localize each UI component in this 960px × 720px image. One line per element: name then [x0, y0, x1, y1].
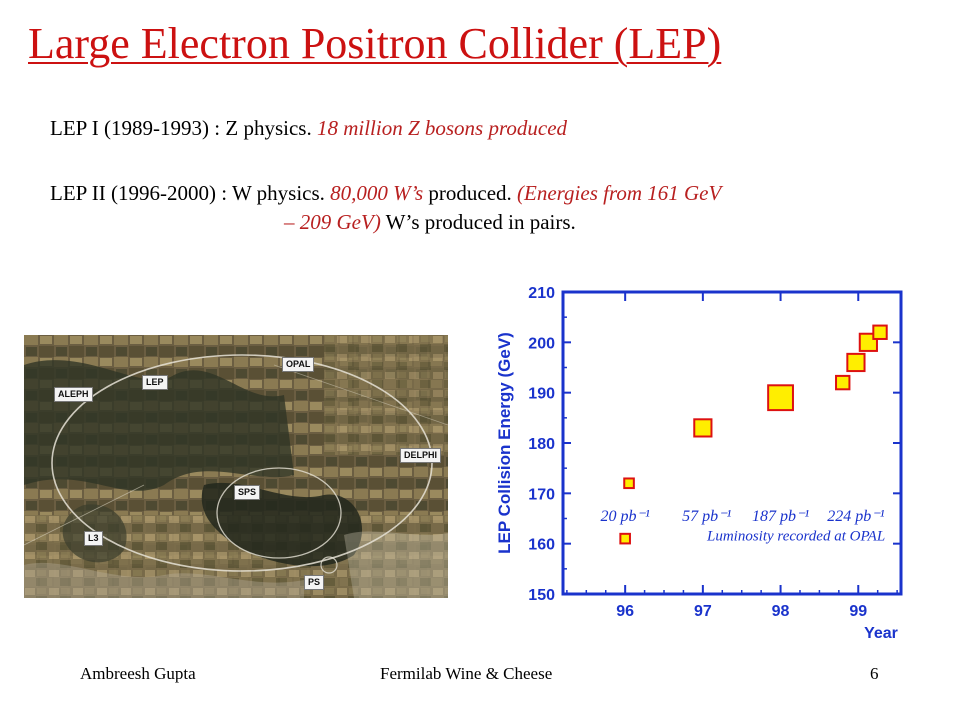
- data-point: [623, 477, 635, 490]
- data-point: [835, 374, 851, 391]
- label-opal: OPAL: [282, 357, 315, 372]
- chart-annotation: Luminosity recorded at OPAL: [706, 529, 885, 545]
- data-point: [619, 532, 631, 545]
- data-point: [846, 352, 866, 373]
- label-ps: PS: [304, 575, 325, 590]
- lep2-text-end: W’s produced in pairs.: [380, 210, 576, 234]
- data-point: [693, 418, 713, 438]
- x-axis-label: Year: [864, 625, 898, 642]
- x-tick-label: 98: [772, 603, 790, 620]
- lep2-highlight-energy-end: – 209 GeV): [284, 210, 381, 234]
- luminosity-label: 20 pb⁻¹: [601, 508, 650, 525]
- y-axis-label: LEP Collision Energy (GeV): [495, 332, 514, 554]
- luminosity-label: 57 pb⁻¹: [682, 508, 731, 525]
- lep2-highlight-count: 80,000 W’s: [330, 181, 424, 205]
- lep2-highlight-energies: (Energies from 161 GeV: [517, 181, 722, 205]
- y-tick-label: 150: [528, 587, 555, 604]
- footer-event: Fermilab Wine & Cheese: [380, 664, 553, 683]
- y-tick-label: 160: [528, 537, 555, 554]
- y-tick-label: 200: [528, 335, 555, 352]
- label-l3: L3: [84, 531, 103, 546]
- energy-chart-plot: 150 160 170 180 190 200 210 96 97 98 99 LEP Collisi…: [495, 285, 903, 642]
- slide-title: Large Electron Positron Collider (LEP): [28, 19, 722, 68]
- footer-author: Ambreesh Gupta: [80, 664, 196, 683]
- y-tick-label: 210: [528, 285, 555, 302]
- y-tick-label: 190: [528, 386, 555, 403]
- luminosity-label: 187 pb⁻¹: [752, 508, 809, 525]
- aerial-photo-drawing: [24, 335, 448, 598]
- lep2-continuation: – 209 GeV) W’s produced in pairs.: [284, 210, 576, 235]
- lep1-line: LEP I (1989-1993) : Z physics. 18 millio…: [50, 116, 567, 141]
- label-delphi: DELPHI: [400, 448, 442, 463]
- lep1-text: LEP I (1989-1993) : Z physics.: [50, 116, 317, 140]
- energy-chart: 150 160 170 180 190 200 210 96 97 98 99 LEP Collisi…: [483, 270, 913, 645]
- x-tick-label: 97: [694, 603, 712, 620]
- x-tick-label: 99: [849, 603, 867, 620]
- y-tick-label: 180: [528, 436, 555, 453]
- label-lep: LEP: [142, 375, 168, 390]
- x-tick-label: 96: [616, 603, 634, 620]
- lep2-text-mid: produced.: [423, 181, 518, 205]
- lep2-text: LEP II (1996-2000) : W physics.: [50, 181, 331, 205]
- label-aleph: ALEPH: [54, 387, 93, 402]
- plot-frame: [561, 290, 903, 596]
- label-sps: SPS: [234, 485, 261, 500]
- lep1-highlight: 18 million Z bosons produced: [316, 116, 568, 140]
- data-point: [767, 384, 794, 412]
- luminosity-label: 224 pb⁻¹: [827, 508, 884, 525]
- lep-aerial-photo: OPAL LEP ALEPH DELPHI SPS L3 PS: [24, 335, 448, 598]
- data-point: [872, 324, 888, 340]
- y-tick-label: 170: [528, 486, 555, 503]
- footer-page-number: 6: [870, 664, 879, 683]
- lep2-line: LEP II (1996-2000) : W physics. 80,000 W…: [50, 181, 721, 206]
